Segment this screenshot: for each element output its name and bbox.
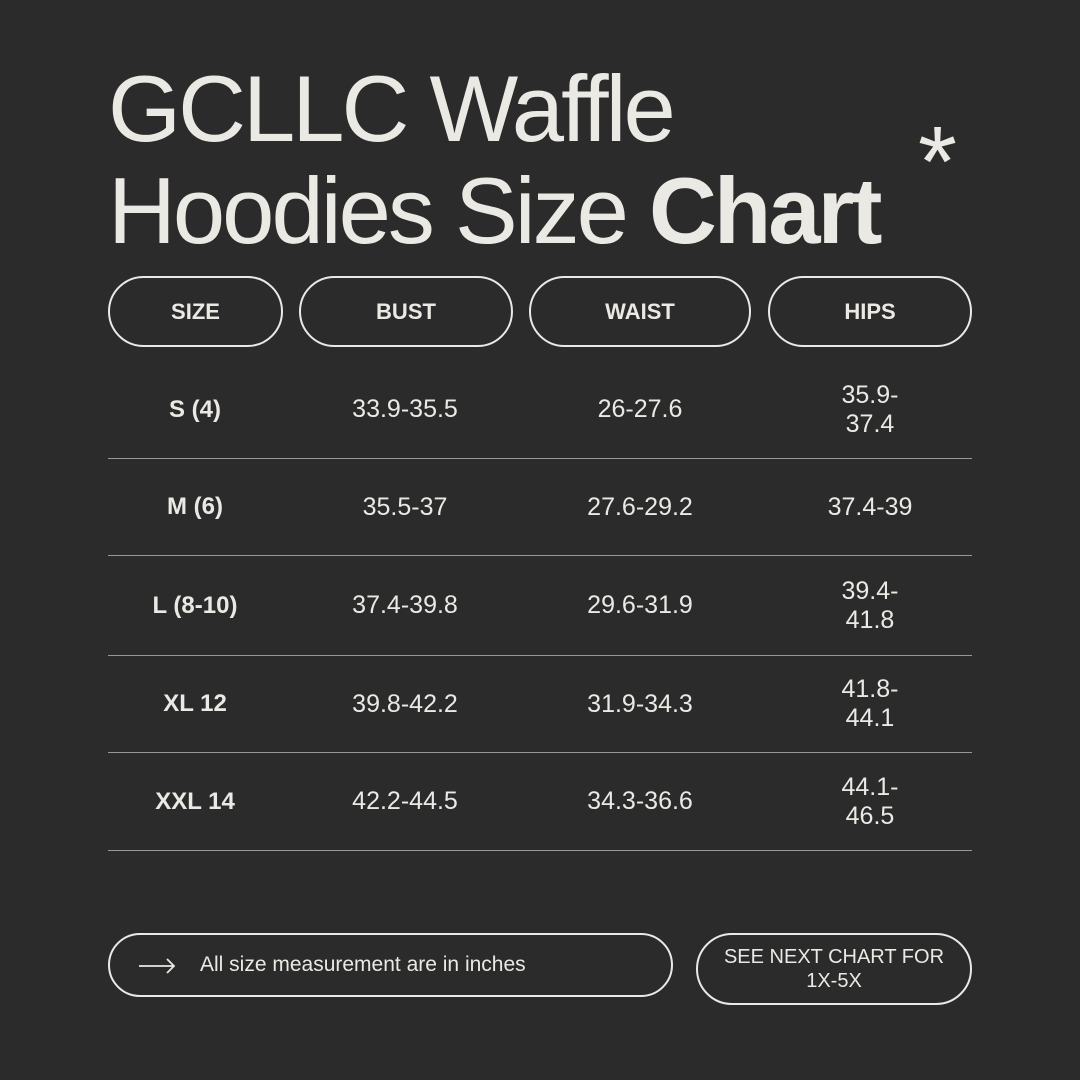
table-row: M (6) 35.5-37 27.6-29.2 37.4-39 — [108, 459, 972, 556]
cell-waist: 34.3-36.6 — [587, 787, 693, 815]
next-chart-line-2: 1X-5X — [806, 970, 862, 992]
cell-hips: 39.4-41.8 — [841, 576, 899, 634]
cell-size: S (4) — [168, 395, 221, 423]
table-row: L (8-10) 37.4-39.8 29.6-31.9 39.4-41.8 — [108, 556, 972, 656]
units-note-text: All size measurement are in inches — [200, 953, 526, 976]
arrow-right-icon — [139, 958, 176, 974]
cell-waist: 27.6-29.2 — [587, 492, 693, 521]
header-size: SIZE — [108, 276, 283, 347]
cell-bust: 37.4-39.8 — [352, 591, 458, 619]
cell-size: XXL 14 — [155, 787, 235, 815]
table-row: XXL 14 42.2-44.5 34.3-36.6 44.1-46.5 — [108, 753, 972, 851]
cell-bust: 35.5-37 — [362, 492, 448, 521]
cell-size: M (6) — [167, 493, 223, 520]
title-line-1: GCLLC Waffle — [108, 56, 676, 161]
asterisk-icon: * — [918, 106, 957, 218]
cell-hips: 44.1-46.5 — [841, 772, 899, 830]
title-line-2: Hoodies Size — [108, 158, 629, 263]
cell-waist: 31.9-34.3 — [587, 689, 693, 718]
cell-size: XL 12 — [163, 690, 227, 717]
table-row: XL 12 39.8-42.2 31.9-34.3 41.8-44.1 — [108, 656, 972, 753]
cell-hips: 35.9-37.4 — [841, 380, 899, 438]
header-hips: HIPS — [768, 276, 972, 347]
cell-bust: 39.8-42.2 — [352, 689, 458, 718]
next-chart-button[interactable]: SEE NEXT CHART FOR 1X-5X — [696, 933, 972, 1005]
cell-waist: 29.6-31.9 — [587, 591, 693, 619]
cell-hips: 41.8-44.1 — [841, 675, 899, 732]
cell-waist: 26-27.6 — [597, 395, 683, 423]
next-chart-line-1: SEE NEXT CHART FOR — [723, 946, 945, 968]
cell-hips: 37.4-39 — [827, 492, 913, 521]
header-bust: BUST — [299, 276, 513, 347]
title-bold-word: Chart — [648, 158, 882, 263]
cell-bust: 33.9-35.5 — [352, 395, 458, 423]
cell-bust: 42.2-44.5 — [352, 787, 458, 815]
page-title: GCLLC Waffle Hoodies Size Chart — [108, 56, 882, 263]
header-waist: WAIST — [529, 276, 751, 347]
units-note: All size measurement are in inches — [108, 933, 673, 997]
table-row: S (4) 33.9-35.5 26-27.6 35.9-37.4 — [108, 361, 972, 459]
cell-size: L (8-10) — [152, 591, 238, 619]
